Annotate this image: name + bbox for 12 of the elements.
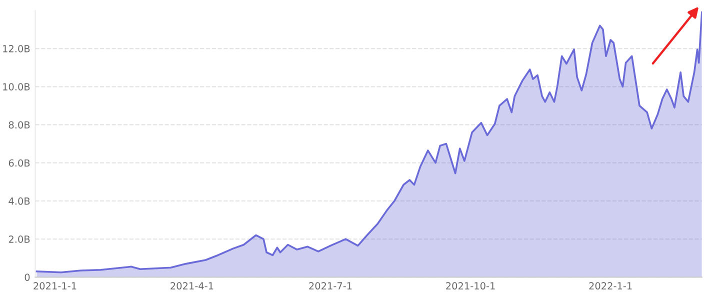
y-tick-label: 6.0B bbox=[8, 159, 30, 167]
y-tick-label: 4.0B bbox=[8, 197, 30, 205]
x-tick-label: 2022-1-1 bbox=[589, 282, 632, 290]
y-tick-label: 0 bbox=[24, 274, 30, 281]
x-tick-label: 2021-1-1 bbox=[34, 282, 76, 290]
y-tick-label: 12.0B bbox=[3, 45, 30, 52]
y-tick-label: 8.0B bbox=[8, 121, 30, 129]
x-tick-label: 2021-10-1 bbox=[446, 282, 495, 290]
y-tick-label: 10.0B bbox=[3, 83, 30, 90]
x-tick-label: 2021-7-1 bbox=[309, 282, 352, 290]
y-tick-label: 2.0B bbox=[8, 236, 30, 243]
x-tick-label: 2021-4-1 bbox=[170, 282, 214, 290]
